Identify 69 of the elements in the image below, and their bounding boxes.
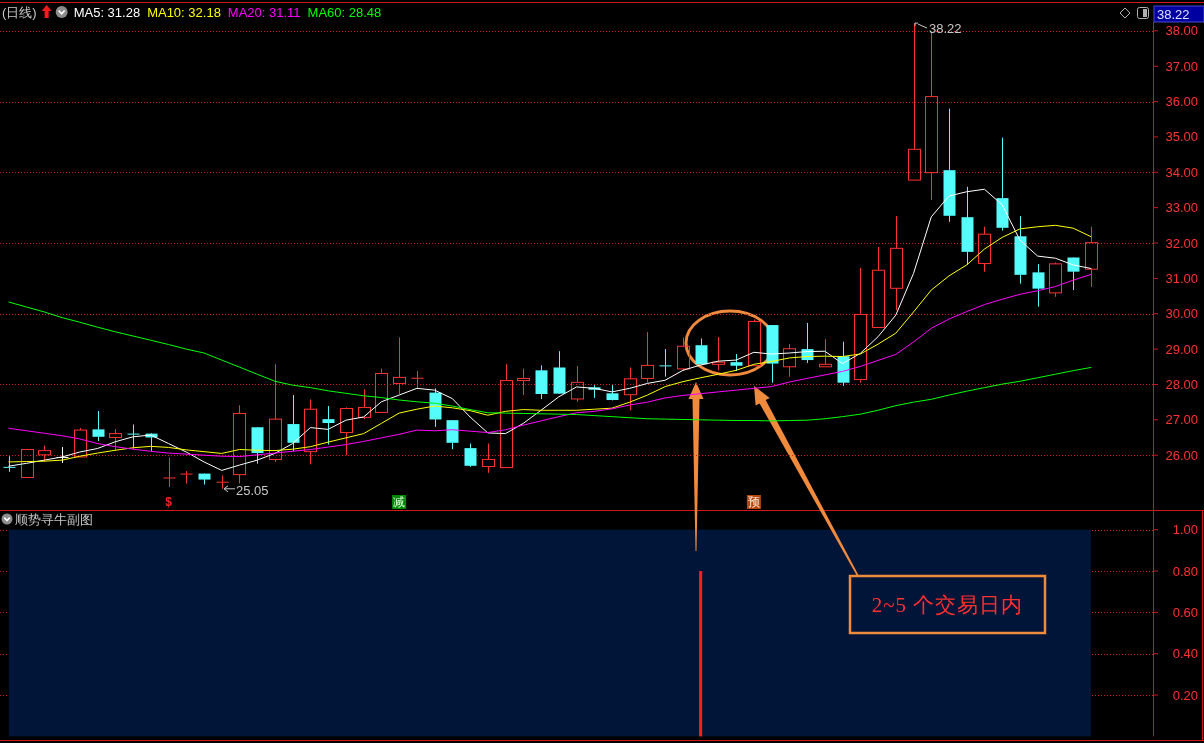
candlestick xyxy=(659,348,672,378)
candlestick xyxy=(180,470,193,484)
y-tick-label: 33.00 xyxy=(1165,200,1198,216)
candlestick xyxy=(340,408,353,456)
candlestick xyxy=(482,443,495,474)
candlestick xyxy=(163,457,176,488)
candlestick xyxy=(925,31,938,201)
legend-label: MA5: 31.28 xyxy=(73,4,141,20)
annotation: 2~5 个交易日内 xyxy=(871,592,1024,617)
candlestick xyxy=(712,336,725,371)
y-tick-label: 31.00 xyxy=(1165,270,1198,286)
y-tick-label: 35.00 xyxy=(1165,129,1198,145)
candlestick xyxy=(748,318,761,367)
candlestick xyxy=(1032,263,1045,308)
y-tick-label: 29.00 xyxy=(1165,341,1198,357)
candlestick xyxy=(641,331,654,384)
text: MA20: 31.11 xyxy=(227,4,301,20)
candlestick xyxy=(978,226,991,273)
y-tick-label: 38.00 xyxy=(1165,23,1198,39)
y-tick-label: 0.20 xyxy=(1172,687,1198,703)
y-tick-label: 36.00 xyxy=(1165,94,1198,110)
y-tick-label: 0.80 xyxy=(1172,563,1198,579)
y-tick-label: 0.60 xyxy=(1172,604,1198,620)
candlestick xyxy=(446,419,459,450)
candlestick xyxy=(92,410,105,442)
y-tick-label: 26.00 xyxy=(1165,447,1198,463)
annotation: 25.05 xyxy=(236,483,269,499)
candlestick xyxy=(695,337,708,365)
text: MA10: 32.18 xyxy=(147,4,221,20)
candlestick xyxy=(322,405,335,446)
candlestick xyxy=(1085,226,1098,288)
candlestick xyxy=(854,267,867,384)
y-tick-label: 37.00 xyxy=(1165,58,1198,74)
y-tick-label: 27.00 xyxy=(1165,412,1198,428)
text: MA60: 28.48 xyxy=(307,4,382,20)
candlestick xyxy=(535,364,548,400)
candlestick xyxy=(819,338,832,368)
candlestick xyxy=(517,368,530,396)
y-tick-label: 1.00 xyxy=(1172,522,1198,538)
candlestick xyxy=(872,246,885,329)
y-tick-label: 28.00 xyxy=(1165,376,1198,392)
line-series xyxy=(8,301,1092,422)
candlestick xyxy=(393,336,406,395)
y-tick-label: 32.00 xyxy=(1165,235,1198,251)
line-series xyxy=(8,273,1092,458)
candlestick xyxy=(358,388,371,420)
candlestick xyxy=(783,343,796,378)
line-series xyxy=(8,224,1092,463)
candlestick xyxy=(233,404,246,484)
chart-title: (日线) xyxy=(2,4,37,20)
annotation: 38.22 xyxy=(929,21,962,37)
candlestick xyxy=(216,474,229,490)
y-tick-label: 0.40 xyxy=(1172,646,1198,662)
candlestick xyxy=(109,428,122,452)
candlestick xyxy=(571,365,584,403)
candlestick xyxy=(624,366,637,411)
candlestick xyxy=(464,443,477,468)
candlestick xyxy=(890,215,903,311)
candlestick xyxy=(287,394,300,452)
annotation: $ xyxy=(165,495,173,509)
y-tick-label: 34.00 xyxy=(1165,164,1198,180)
candlestick xyxy=(269,363,282,463)
candlestick xyxy=(411,370,424,389)
text: 38.22 xyxy=(1157,6,1190,22)
candlestick xyxy=(304,398,317,465)
y-tick-label: 30.00 xyxy=(1165,306,1198,322)
candlestick xyxy=(500,363,513,469)
chart-title: 顺势寻牛副图 xyxy=(15,511,93,527)
candlestick xyxy=(127,423,140,449)
